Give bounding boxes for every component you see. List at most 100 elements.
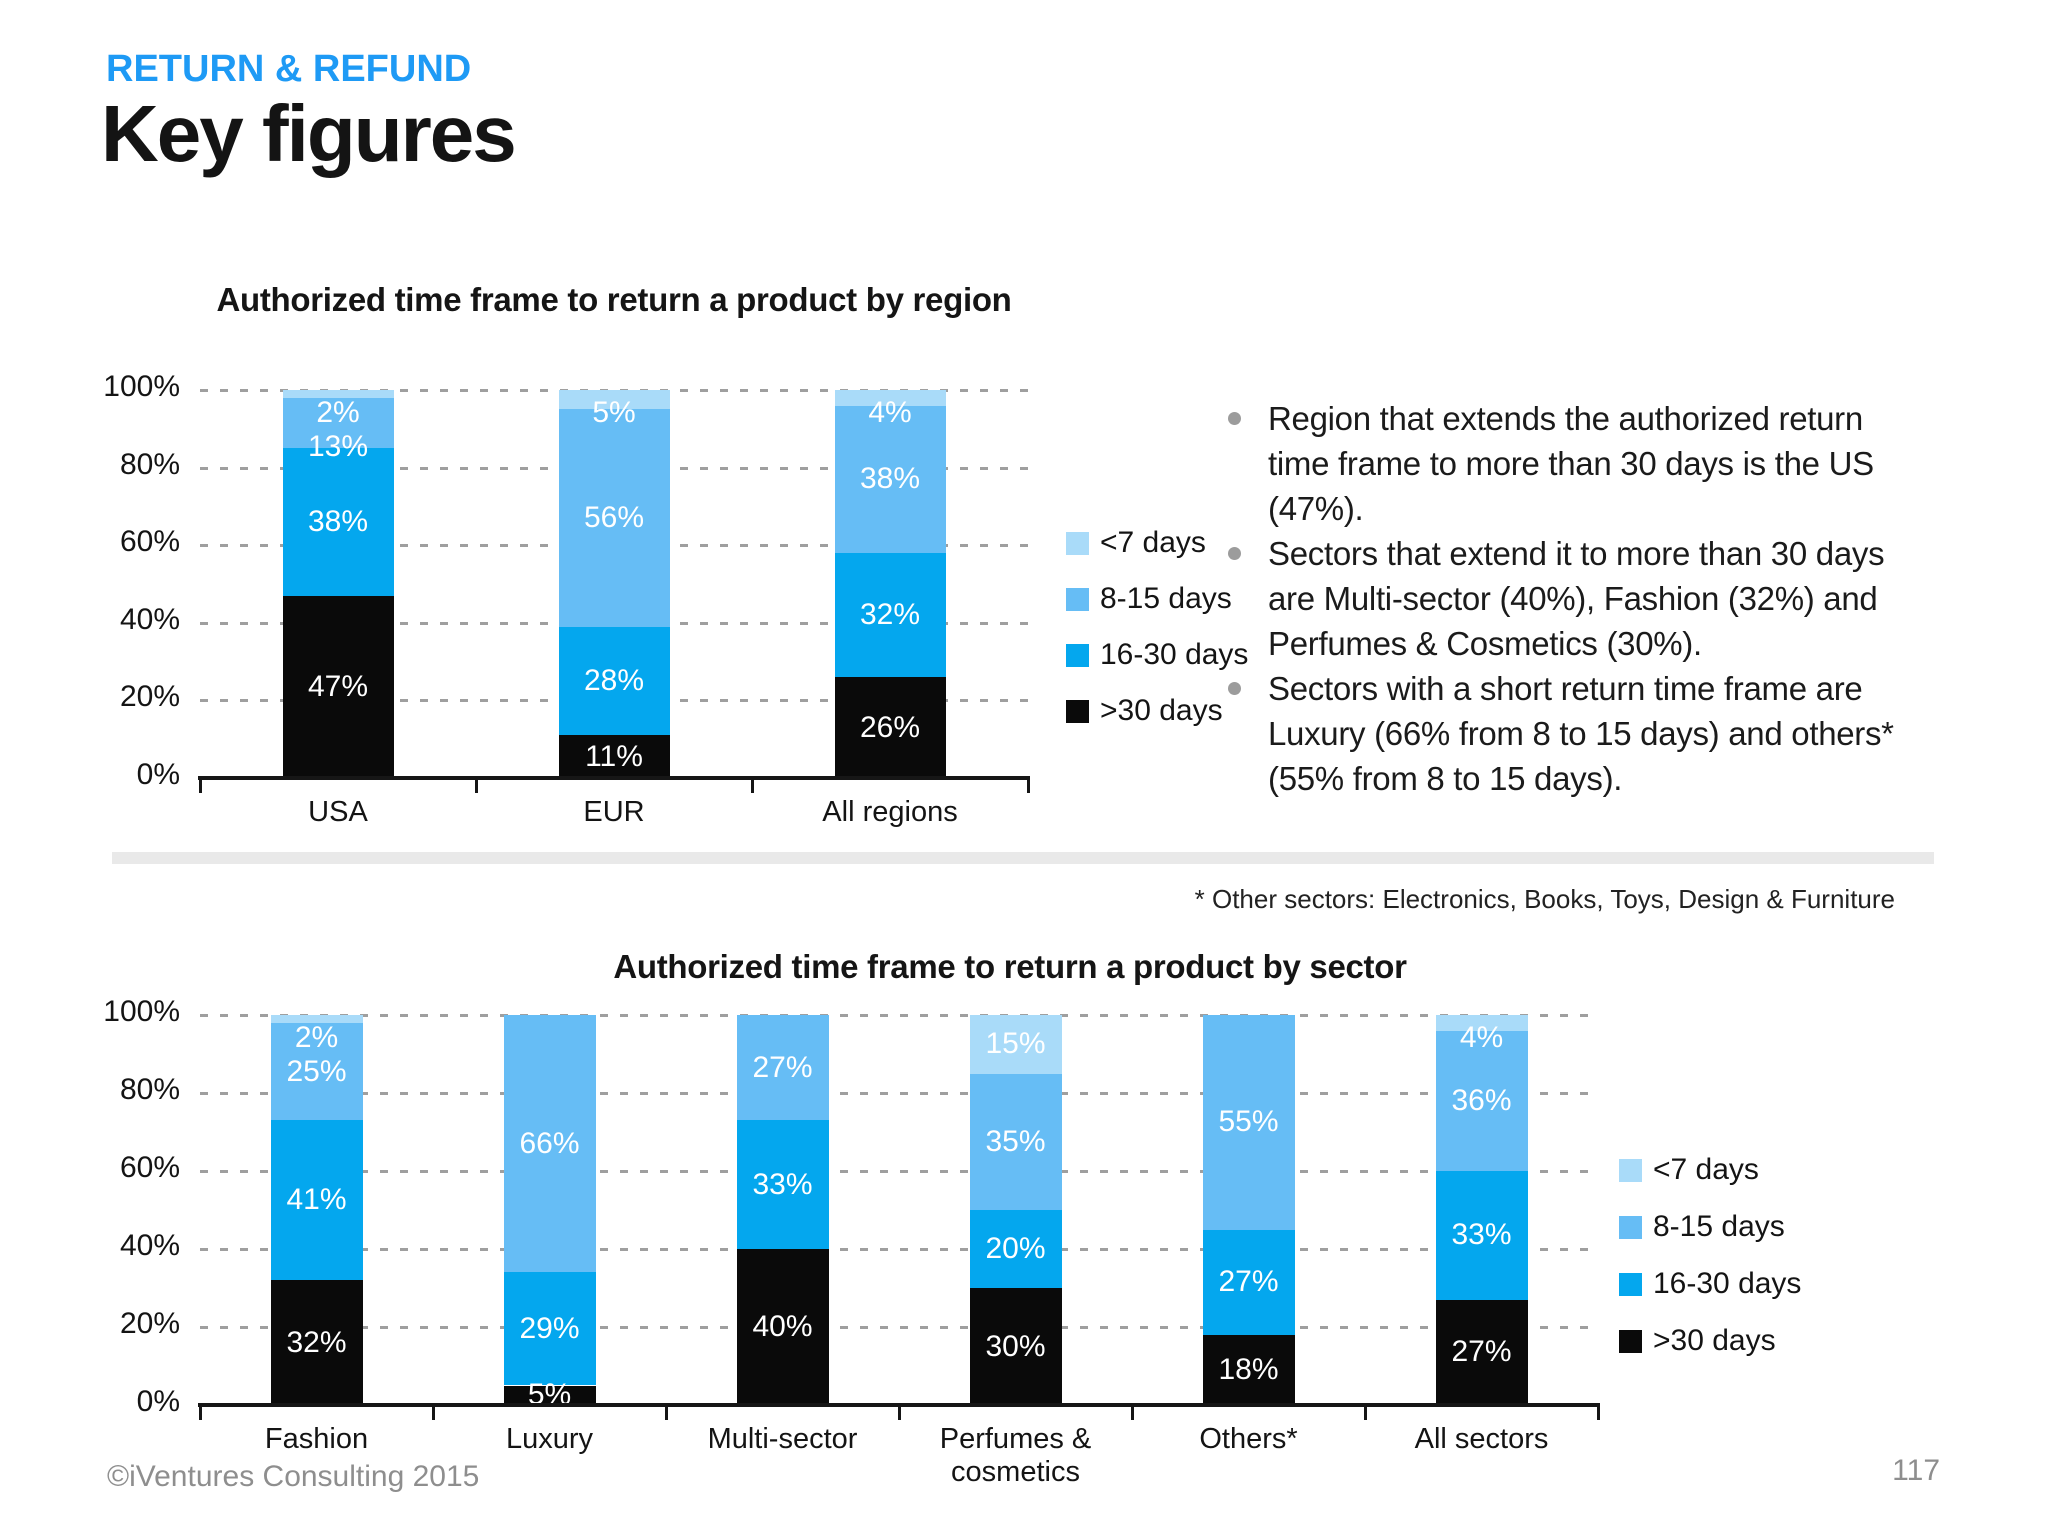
bullet-item: Region that extends the authorized retur… (1228, 396, 1920, 531)
legend-item: 16-30 days (1619, 1267, 1801, 1301)
key-points: Region that extends the authorized retur… (1228, 396, 1920, 801)
y-axis-label: 60% (119, 1151, 180, 1184)
bar-segment (1435, 1030, 1528, 1171)
bar-value-label: 4% (868, 396, 912, 429)
legend-item: 8-15 days (1066, 582, 1232, 616)
gridline (200, 1170, 1598, 1173)
page-title: Key figures (101, 89, 517, 178)
chart-region-title: Authorized time frame to return a produc… (216, 281, 1012, 318)
bar-segment (1435, 1015, 1528, 1031)
bar-segment (558, 735, 670, 778)
bar-value-label: 5% (527, 1378, 572, 1412)
bullet-dot-icon (1228, 412, 1241, 425)
bar-segment (558, 626, 670, 736)
bar-segment (736, 1015, 829, 1121)
slide-eyebrow: RETURN & REFUND (106, 48, 472, 90)
bar-value-label: 47% (307, 669, 369, 703)
axis-tick (199, 1407, 202, 1420)
bullet-text: Region that extends the authorized retur… (1268, 400, 1874, 527)
axis-tick (199, 780, 202, 793)
bar-segment (969, 1288, 1062, 1405)
footnote: * Other sectors: Electronics, Books, Toy… (1194, 884, 1895, 914)
bar-value-label: 36% (1451, 1083, 1512, 1117)
bar-value-label: 27% (1218, 1265, 1279, 1299)
legend-item: <7 days (1066, 526, 1206, 560)
legend-label: 16-30 days (1100, 638, 1249, 671)
legend-swatch (1066, 587, 1089, 611)
page-number: 117 (1892, 1454, 1940, 1487)
bar-value-label: 27% (1451, 1335, 1512, 1369)
bullet-dot-icon (1228, 547, 1241, 560)
bar-value-label: 13% (307, 430, 369, 463)
y-axis-label: 80% (119, 1073, 180, 1106)
bar-value-label: 38% (859, 462, 921, 496)
bar-segment (282, 397, 394, 449)
x-axis-label: USA (308, 796, 368, 828)
legend-swatch (1066, 531, 1089, 555)
legend-swatch (1066, 643, 1089, 667)
x-axis-label: Multi-sector (707, 1423, 858, 1455)
bar-value-label: 35% (985, 1124, 1046, 1158)
bar-value-label: 41% (286, 1183, 347, 1217)
bar-segment (1202, 1015, 1295, 1230)
x-axis (198, 1403, 1600, 1407)
bar-segment (503, 1272, 596, 1386)
bullet-item: Sectors that extend it to more than 30 d… (1228, 531, 1920, 666)
bar-value-label: 33% (752, 1167, 813, 1201)
axis-tick (1364, 1407, 1367, 1420)
legend-swatch (1066, 699, 1089, 723)
bar-value-label: 38% (307, 504, 369, 538)
legend-label: 8-15 days (1653, 1210, 1785, 1243)
bullet-dot-icon (1228, 682, 1241, 695)
x-axis-label: All regions (822, 796, 958, 828)
legend-swatch (1619, 1158, 1642, 1182)
bar-value-label: 11% (585, 739, 643, 773)
axis-tick (432, 1407, 435, 1420)
legend-swatch (1619, 1272, 1642, 1296)
copyright-text: ©iVentures Consulting 2015 (107, 1460, 480, 1493)
legend-item: <7 days (1619, 1153, 1759, 1187)
bar-segment (834, 405, 946, 553)
axis-tick (751, 780, 754, 793)
bar-value-label: 4% (1459, 1021, 1504, 1054)
x-axis-label: Others* (1199, 1423, 1298, 1455)
bar-value-label: 33% (1451, 1218, 1512, 1252)
bar-segment (270, 1015, 363, 1023)
axis-tick (1131, 1407, 1134, 1420)
bar-segment (969, 1210, 1062, 1288)
bar-value-label: 25% (286, 1055, 347, 1088)
x-axis-label: Perfumes & cosmetics (939, 1423, 1092, 1488)
y-axis-label: 20% (119, 1307, 180, 1340)
bar-segment (1202, 1334, 1295, 1405)
bar-value-label: 20% (985, 1232, 1046, 1265)
bar-value-label: 18% (1218, 1352, 1279, 1386)
bar-value-label: 28% (583, 664, 645, 697)
axis-tick (1027, 780, 1030, 793)
x-axis-label: All sectors (1414, 1423, 1549, 1455)
legend-label: 8-15 days (1100, 582, 1232, 615)
bar-segment (503, 1015, 596, 1273)
bullet-text: Sectors with a short return time frame a… (1268, 670, 1894, 797)
gridline (200, 1092, 1598, 1095)
bar-segment (1435, 1299, 1528, 1405)
gridline (200, 1014, 1598, 1017)
bar-segment (270, 1280, 363, 1405)
y-axis-label: 100% (103, 995, 180, 1028)
bar-segment (558, 390, 670, 410)
legend-item: >30 days (1619, 1324, 1776, 1358)
y-axis-label: 0% (136, 758, 180, 791)
bullet-item: Sectors with a short return time frame a… (1228, 666, 1920, 801)
y-axis-label: 20% (119, 680, 180, 714)
legend-swatch (1619, 1215, 1642, 1239)
bar-value-label: 32% (286, 1325, 347, 1359)
bar-segment (1435, 1171, 1528, 1300)
x-axis (198, 776, 1030, 780)
bar-segment (969, 1015, 1062, 1074)
bar-segment (736, 1120, 829, 1249)
y-axis-label: 80% (119, 447, 180, 481)
bar-value-label: 2% (316, 396, 360, 429)
bar-segment (969, 1073, 1062, 1210)
bar-value-label: 55% (1218, 1105, 1279, 1139)
legend-item: >30 days (1066, 694, 1223, 728)
